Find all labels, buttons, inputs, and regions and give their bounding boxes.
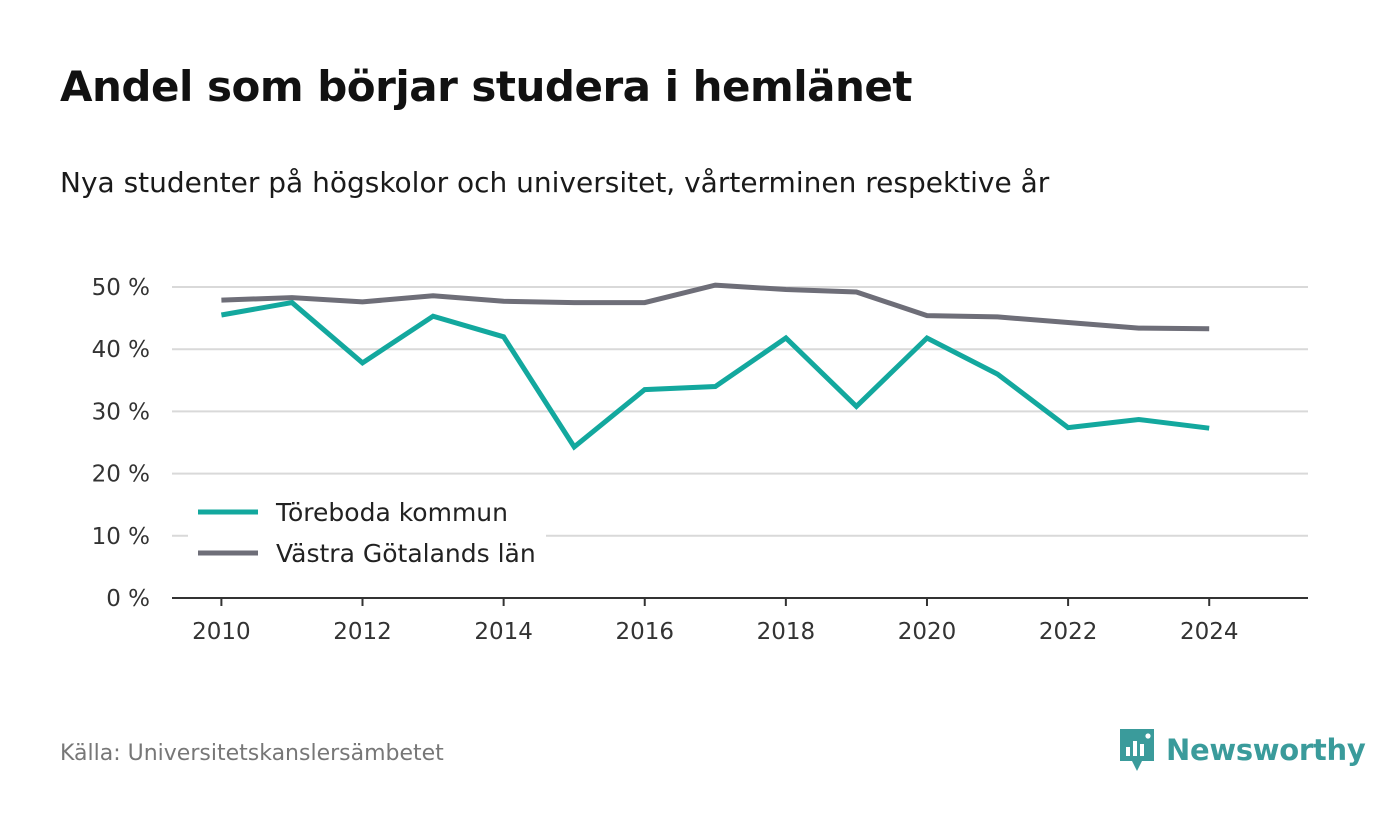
x-tick-label: 2012 xyxy=(333,619,392,645)
series-lines xyxy=(220,282,1210,451)
series-line xyxy=(221,282,1210,332)
x-tick-label: 2018 xyxy=(757,619,816,645)
x-tick-label: 2022 xyxy=(1039,619,1098,645)
legend-label: Töreboda kommun xyxy=(275,498,508,527)
legend: Töreboda kommun Västra Götalands län xyxy=(188,488,546,580)
y-tick-label: 30 % xyxy=(92,399,150,425)
x-tick-label: 2010 xyxy=(192,619,251,645)
series-line xyxy=(220,299,1210,451)
chart-title: Andel som börjar studera i hemlänet xyxy=(60,62,913,111)
y-tick-label: 40 % xyxy=(92,337,150,363)
legend-label: Västra Götalands län xyxy=(276,539,536,568)
newsworthy-logo-icon xyxy=(1120,729,1154,771)
y-tick-label: 10 % xyxy=(92,524,150,550)
x-axis-ticks: 2010 2012 2014 2016 2018 2020 2022 2024 xyxy=(192,598,1238,645)
brand-name: Newsworthy xyxy=(1166,733,1366,767)
legend-background xyxy=(188,488,546,580)
x-tick-label: 2014 xyxy=(474,619,533,645)
chart-subtitle: Nya studenter på högskolor och universit… xyxy=(60,166,1050,199)
brand-logo: Newsworthy xyxy=(1118,727,1366,773)
x-tick-label: 2016 xyxy=(615,619,674,645)
source-note: Källa: Universitetskanslersämbetet xyxy=(60,741,444,766)
y-axis-ticks: 0 % 10 % 20 % 30 % 40 % 50 % xyxy=(92,275,150,612)
x-tick-label: 2024 xyxy=(1180,619,1239,645)
y-tick-label: 50 % xyxy=(92,275,150,301)
x-tick-label: 2020 xyxy=(898,619,957,645)
y-tick-label: 20 % xyxy=(92,462,150,488)
y-tick-label: 0 % xyxy=(106,586,150,612)
line-chart: 0 % 10 % 20 % 30 % 40 % 50 % 2010 2012 2014 2016… xyxy=(92,275,1308,645)
